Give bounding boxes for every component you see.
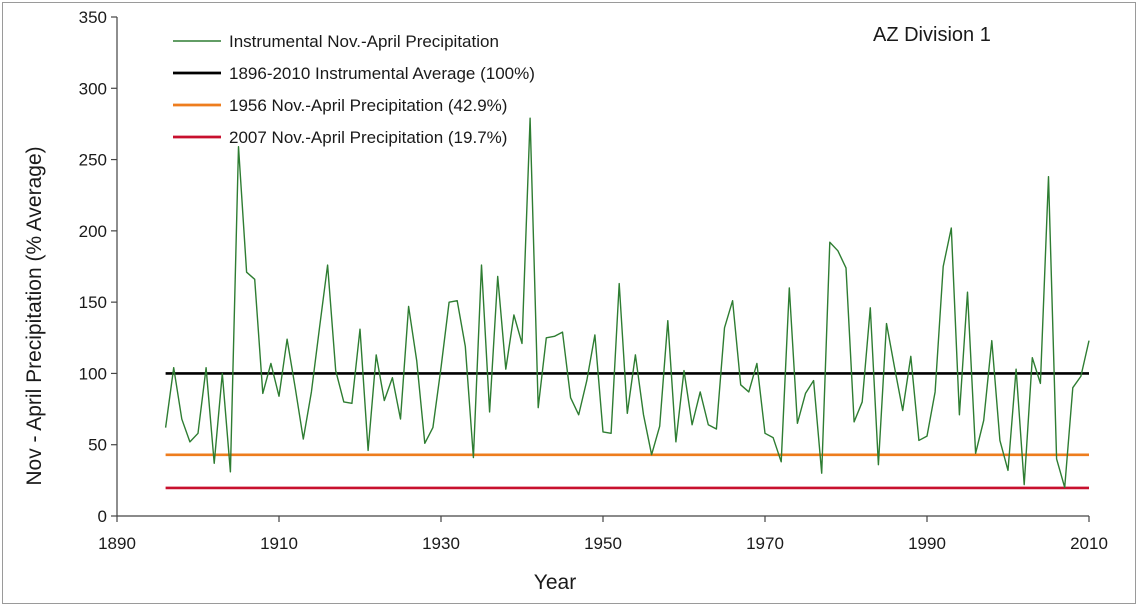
precipitation-line-chart: 0 50 100 150 200 250 300 350 1890 1910 1930 1950 197…	[23, 8, 1108, 594]
chart-annotation: AZ Division 1	[873, 24, 991, 46]
legend-label-2: 1956 Nov.-April Precipitation (42.9%)	[229, 96, 507, 115]
series-lines	[164, 117, 1090, 490]
y-tick-label: 0	[98, 507, 107, 526]
x-tick-label: 1950	[584, 534, 622, 553]
series-line-0	[164, 117, 1090, 489]
y-tick-label: 50	[88, 436, 107, 455]
y-tick-label: 100	[79, 364, 107, 383]
y-tick-label: 150	[79, 293, 107, 312]
y-tick-label: 250	[79, 151, 107, 170]
tick-labels: 0 50 100 150 200 250 300 350 1890 1910 1930 1950 197…	[79, 8, 1108, 553]
x-axis-title: Year	[534, 571, 576, 594]
legend-label-3: 2007 Nov.-April Precipitation (19.7%)	[229, 128, 507, 147]
x-tick-label: 1890	[98, 534, 136, 553]
legend-label-1: 1896-2010 Instrumental Average (100%)	[229, 64, 535, 83]
x-tick-label: 1910	[260, 534, 298, 553]
x-tick-label: 1970	[746, 534, 784, 553]
y-tick-label: 200	[79, 222, 107, 241]
x-tick-label: 1990	[908, 534, 946, 553]
axes	[111, 16, 1090, 522]
y-tick-label: 350	[79, 8, 107, 27]
legend-label-0: Instrumental Nov.-April Precipitation	[229, 32, 499, 51]
x-tick-label: 2010	[1070, 534, 1108, 553]
y-axis-title: Nov - April Precipitation (% Average)	[23, 146, 46, 485]
legend: Instrumental Nov.-April Precipitation 189…	[173, 32, 535, 147]
x-tick-label: 1930	[422, 534, 460, 553]
y-tick-label: 300	[79, 79, 107, 98]
